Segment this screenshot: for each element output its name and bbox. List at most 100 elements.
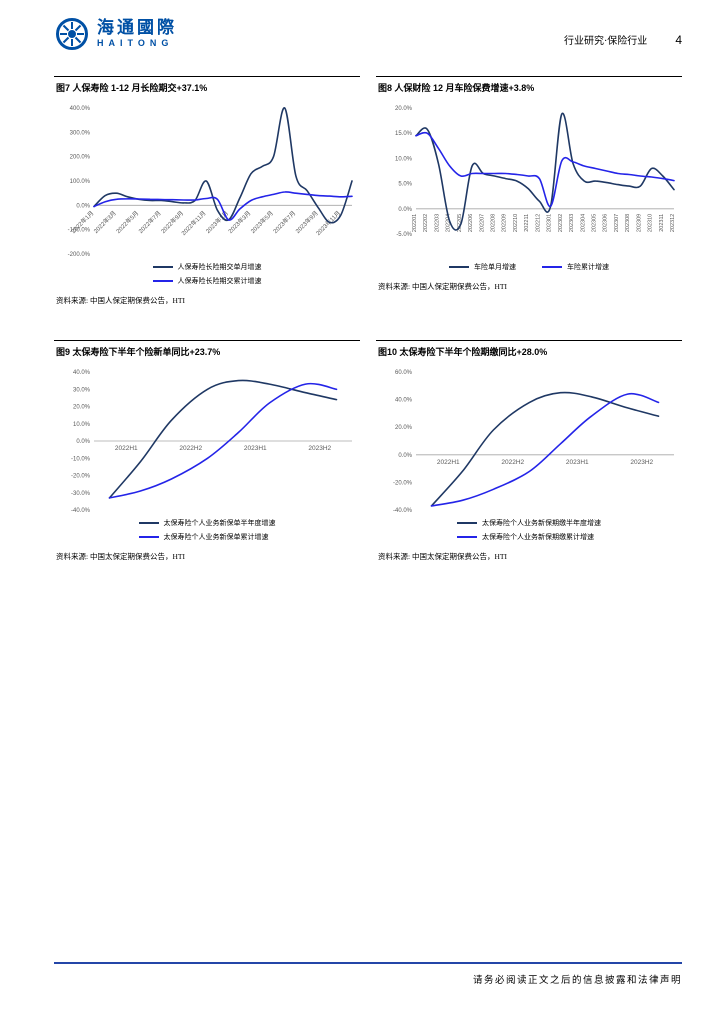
svg-text:-200.0%: -200.0% — [68, 252, 91, 258]
svg-text:0.0%: 0.0% — [76, 203, 90, 209]
svg-text:10.0%: 10.0% — [73, 422, 91, 428]
legend-item: 人保寿险长险期交单月增速 — [152, 262, 262, 272]
svg-text:2023H1: 2023H1 — [566, 459, 589, 466]
footer-disclaimer: 请务必阅读正文之后的信息披露和法律声明 — [472, 976, 682, 986]
svg-text:202204: 202204 — [446, 214, 452, 232]
logo-en: HAITONG — [97, 38, 174, 49]
svg-text:-5.0%: -5.0% — [396, 232, 412, 238]
page-number: 4 — [675, 33, 682, 47]
legend-swatch-line — [138, 536, 159, 538]
chart-source: 资料来源: 中国人保定期保费公告，HTI — [378, 282, 507, 291]
svg-text:40.0%: 40.0% — [395, 398, 413, 404]
fig9-legend: 太保寿险个人业务新保单半年度增速 太保寿险个人业务新保单累计增速 — [138, 518, 276, 542]
svg-text:2022H2: 2022H2 — [501, 459, 524, 466]
legend-swatch-line — [138, 522, 159, 524]
svg-text:2023H2: 2023H2 — [630, 459, 653, 466]
legend-label: 太保寿险个人业务新保期缴半年度增速 — [482, 519, 601, 527]
svg-text:10.0%: 10.0% — [395, 156, 413, 162]
fig10-plot-area: 60.0% 40.0% 20.0% 0.0% -20.0% -40.0% 2022H1 202… — [376, 364, 682, 516]
svg-text:2022年11月: 2022年11月 — [180, 209, 208, 237]
svg-text:2022H1: 2022H1 — [437, 459, 460, 466]
svg-text:-20.0%: -20.0% — [393, 480, 413, 486]
svg-text:202202: 202202 — [423, 214, 429, 232]
svg-text:202311: 202311 — [659, 214, 665, 232]
svg-text:2022H1: 2022H1 — [115, 445, 138, 452]
svg-text:5.0%: 5.0% — [398, 182, 412, 188]
svg-text:30.0%: 30.0% — [73, 387, 91, 393]
series-line — [108, 382, 338, 499]
legend-label: 人保寿险长险期交单月增速 — [177, 263, 262, 271]
haitong-wheel-icon — [56, 18, 88, 50]
fig8-legend: 车险单月增速 车险累计增速 — [449, 262, 609, 272]
svg-text:2022年9月: 2022年9月 — [159, 209, 185, 235]
svg-text:2023年7月: 2023年7月 — [271, 209, 297, 235]
svg-text:2022年5月: 2022年5月 — [114, 209, 140, 235]
legend-item: 人保寿险长险期交累计增速 — [152, 276, 262, 286]
svg-text:202309: 202309 — [636, 214, 642, 232]
legend-label: 车险累计增速 — [567, 263, 609, 271]
svg-text:2023年11月: 2023年11月 — [314, 209, 342, 237]
svg-text:202308: 202308 — [625, 214, 631, 232]
legend-item: 车险单月增速 — [449, 262, 516, 272]
chart-card-fig9: 图9 太保寿险下半年个险新单同比+23.7% 40.0% 30.0% 20.0% 10… — [54, 340, 360, 562]
series-line — [108, 379, 338, 499]
svg-text:2023年3月: 2023年3月 — [227, 209, 253, 235]
legend-item: 太保寿险个人业务新保期缴累计增速 — [457, 532, 594, 542]
fig10-legend: 太保寿险个人业务新保期缴半年度增速太保寿险个人业务新保期缴累计增速 — [457, 518, 601, 542]
svg-text:-30.0%: -30.0% — [71, 491, 91, 497]
legend-label: 人保寿险长险期交累计增速 — [177, 277, 262, 285]
legend-swatch-line — [457, 536, 477, 538]
svg-text:202310: 202310 — [648, 214, 654, 232]
svg-text:202211: 202211 — [524, 214, 530, 232]
svg-text:202212: 202212 — [535, 214, 541, 232]
logo-text: 海通國際 HAITONG — [97, 18, 177, 50]
svg-text:2023年1月: 2023年1月 — [204, 209, 230, 235]
legend-label: 太保寿险个人业务新保单半年度增速 — [163, 519, 276, 527]
svg-text:202306: 202306 — [603, 214, 609, 232]
chart-title: 图7 人保寿险 1-12 月长险期交+37.1% — [54, 76, 360, 100]
svg-text:-20.0%: -20.0% — [71, 474, 91, 480]
haitong-logo: 海通國際 HAITONG — [54, 16, 177, 52]
svg-text:202208: 202208 — [491, 214, 497, 232]
svg-text:0.0%: 0.0% — [76, 439, 90, 445]
legend-item: 太保寿险个人业务新保单累计增速 — [138, 532, 269, 542]
svg-text:-40.0%: -40.0% — [71, 508, 91, 514]
fig7-canvas: 400.0% 300.0% 200.0% 100.0% 0.0% -100.0% -200.… — [68, 106, 353, 258]
legend-label: 车险单月增速 — [474, 263, 516, 271]
chart-title: 图10 太保寿险下半年个险期缴同比+28.0% — [376, 340, 682, 364]
svg-text:2022H2: 2022H2 — [179, 445, 202, 452]
series-line — [430, 391, 660, 507]
svg-text:20.0%: 20.0% — [73, 405, 91, 411]
svg-text:202207: 202207 — [479, 214, 485, 232]
legend-swatch-line — [457, 522, 477, 524]
chart-card-fig8: 图8 人保财险 12 月车险保费增速+3.8% 20.0% 15.0% 10.0% 5… — [376, 76, 682, 306]
chart-title: 图9 太保寿险下半年个险新单同比+23.7% — [54, 340, 360, 364]
svg-text:2022年3月: 2022年3月 — [92, 209, 118, 235]
fig10-canvas: 60.0% 40.0% 20.0% 0.0% -20.0% -40.0% 2022H1 202… — [393, 370, 674, 514]
svg-text:202307: 202307 — [614, 214, 620, 232]
legend-swatch-line — [449, 266, 469, 268]
svg-text:400.0%: 400.0% — [70, 106, 91, 112]
chart-source: 资料来源: 中国太保定期保费公告，HTI — [378, 552, 507, 561]
svg-text:202303: 202303 — [569, 214, 575, 232]
page-footer: 请务必阅读正文之后的信息披露和法律声明 — [54, 962, 682, 986]
chart-source: 资料来源: 中国太保定期保费公告，HTI — [56, 552, 185, 561]
svg-text:2023H2: 2023H2 — [308, 445, 331, 452]
charts-grid: 图7 人保寿险 1-12 月长险期交+37.1% 400.0% 300.0% 200… — [54, 76, 682, 562]
legend-item: 车险累计增速 — [542, 262, 609, 272]
footer-rule — [54, 962, 682, 964]
chart-title: 图8 人保财险 12 月车险保费增速+3.8% — [376, 76, 682, 100]
series-line — [430, 392, 660, 507]
svg-text:202302: 202302 — [558, 214, 564, 232]
svg-text:-100.0%: -100.0% — [68, 228, 91, 234]
svg-text:202304: 202304 — [580, 214, 586, 232]
fig7-legend: 人保寿险长险期交单月增速 人保寿险长险期交累计增速 — [152, 262, 262, 286]
fig8-plot-area: 20.0% 15.0% 10.0% 5.0% 0.0% -5.0% 202201 202202… — [376, 100, 682, 260]
legend-label: 太保寿险个人业务新保单累计增速 — [163, 533, 269, 541]
fig7-plot-area: 400.0% 300.0% 200.0% 100.0% 0.0% -100.0% -200.… — [54, 100, 360, 260]
svg-text:-40.0%: -40.0% — [393, 508, 413, 514]
fig9-canvas: 40.0% 30.0% 20.0% 10.0% 0.0% -10.0% -20.0% -30.… — [71, 370, 352, 514]
svg-text:202206: 202206 — [468, 214, 474, 232]
chart-card-fig7: 图7 人保寿险 1-12 月长险期交+37.1% 400.0% 300.0% 200… — [54, 76, 360, 306]
